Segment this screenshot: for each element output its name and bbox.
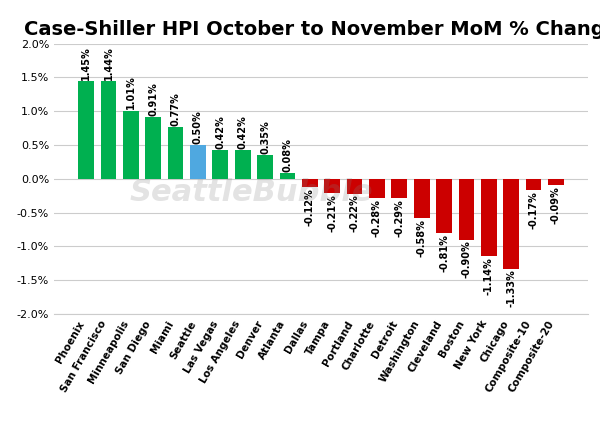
- Bar: [145, 117, 161, 179]
- Text: 1.01%: 1.01%: [126, 76, 136, 109]
- Text: 0.50%: 0.50%: [193, 110, 203, 144]
- Text: 1.45%: 1.45%: [81, 46, 91, 80]
- Text: -1.33%: -1.33%: [506, 269, 516, 307]
- Bar: [302, 179, 317, 187]
- Bar: [325, 179, 340, 193]
- Bar: [458, 179, 474, 240]
- Text: 0.91%: 0.91%: [148, 82, 158, 116]
- Text: 0.35%: 0.35%: [260, 120, 270, 154]
- Text: 0.42%: 0.42%: [238, 116, 248, 150]
- Text: 0.77%: 0.77%: [170, 92, 181, 126]
- Bar: [347, 179, 362, 194]
- Text: 0.42%: 0.42%: [215, 116, 226, 150]
- Text: -0.58%: -0.58%: [416, 219, 427, 257]
- Bar: [235, 150, 251, 179]
- Bar: [257, 155, 273, 179]
- Text: -0.90%: -0.90%: [461, 241, 472, 278]
- Text: -0.29%: -0.29%: [394, 199, 404, 237]
- Bar: [168, 127, 184, 179]
- Text: SeattleBubble: SeattleBubble: [130, 178, 373, 207]
- Text: -1.14%: -1.14%: [484, 257, 494, 295]
- Bar: [548, 179, 564, 185]
- Text: -0.17%: -0.17%: [529, 191, 539, 229]
- Bar: [369, 179, 385, 198]
- Bar: [123, 110, 139, 179]
- Text: -0.81%: -0.81%: [439, 235, 449, 272]
- Text: -0.09%: -0.09%: [551, 186, 561, 224]
- Bar: [436, 179, 452, 234]
- Bar: [101, 82, 116, 179]
- Bar: [190, 145, 206, 179]
- Bar: [391, 179, 407, 198]
- Text: -0.28%: -0.28%: [372, 199, 382, 237]
- Title: Case-Shiller HPI October to November MoM % Change: Case-Shiller HPI October to November MoM…: [24, 20, 600, 39]
- Bar: [481, 179, 497, 256]
- Bar: [414, 179, 430, 218]
- Bar: [78, 81, 94, 179]
- Bar: [503, 179, 519, 269]
- Bar: [280, 174, 295, 179]
- Text: 0.08%: 0.08%: [283, 139, 292, 172]
- Text: 1.44%: 1.44%: [103, 47, 113, 80]
- Bar: [212, 150, 228, 179]
- Text: -0.21%: -0.21%: [327, 194, 337, 232]
- Text: -0.22%: -0.22%: [350, 194, 359, 232]
- Text: -0.12%: -0.12%: [305, 188, 315, 226]
- Bar: [526, 179, 541, 190]
